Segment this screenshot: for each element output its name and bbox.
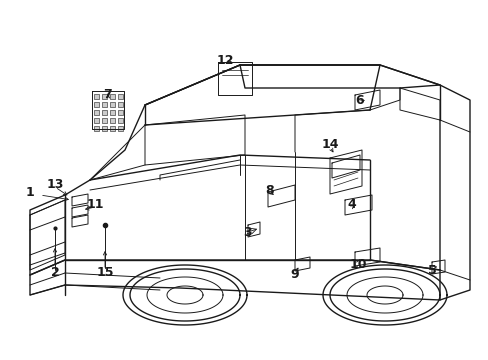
Text: 13: 13: [46, 179, 63, 192]
Bar: [109, 94, 114, 99]
Bar: [109, 117, 114, 122]
Bar: [93, 117, 98, 122]
Text: 4: 4: [347, 198, 356, 211]
Text: 7: 7: [103, 89, 112, 102]
Text: 10: 10: [348, 258, 366, 271]
Bar: [109, 109, 114, 114]
Bar: [93, 94, 98, 99]
Bar: [117, 94, 122, 99]
Text: 1: 1: [25, 185, 34, 198]
Text: 12: 12: [216, 54, 233, 67]
Bar: [117, 102, 122, 107]
Text: 14: 14: [321, 139, 338, 152]
Bar: [93, 126, 98, 130]
Bar: [102, 117, 106, 122]
Text: 5: 5: [427, 264, 435, 276]
Bar: [102, 102, 106, 107]
Text: 2: 2: [51, 266, 59, 279]
Text: 11: 11: [86, 198, 103, 211]
Text: 6: 6: [355, 94, 364, 107]
Text: 15: 15: [96, 266, 114, 279]
Text: 9: 9: [290, 269, 299, 282]
Bar: [93, 102, 98, 107]
Bar: [117, 126, 122, 130]
Bar: [109, 126, 114, 130]
Bar: [102, 109, 106, 114]
Bar: [117, 117, 122, 122]
Text: 8: 8: [265, 184, 274, 197]
Bar: [109, 102, 114, 107]
Bar: [117, 109, 122, 114]
Bar: [102, 94, 106, 99]
Text: 3: 3: [243, 225, 252, 238]
Bar: [102, 126, 106, 130]
Bar: [93, 109, 98, 114]
